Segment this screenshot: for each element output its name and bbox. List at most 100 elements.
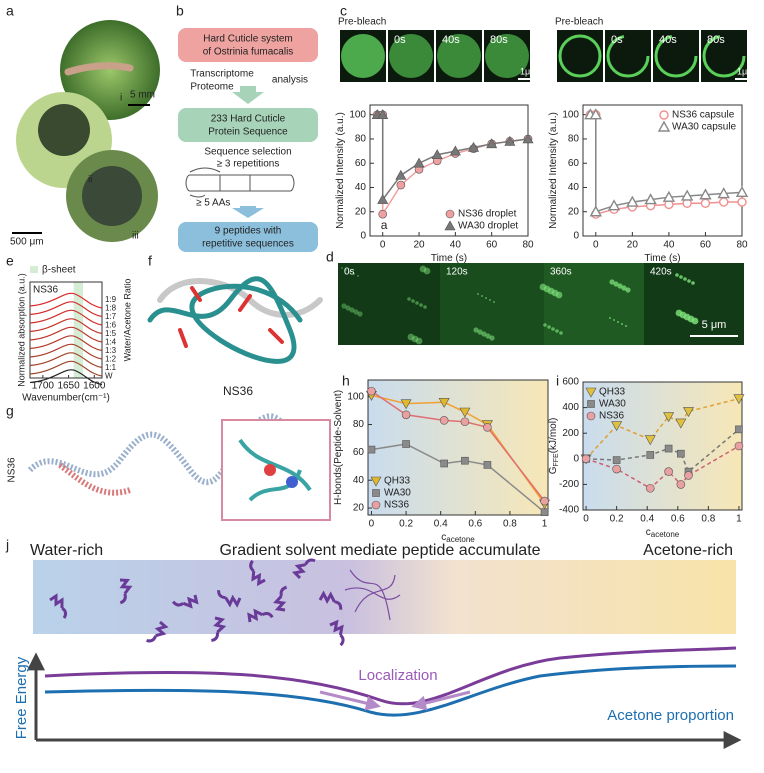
- y-axis-title: (kJ/mol): [548, 418, 559, 454]
- curve-label: 1:7: [105, 312, 117, 321]
- marker: [676, 480, 686, 489]
- marker: [440, 459, 448, 468]
- panel-letter: i: [556, 373, 559, 389]
- x-axis-title: c: [646, 527, 651, 538]
- panel-letter: a: [6, 3, 14, 19]
- x-tick-label: 0.2: [399, 519, 413, 530]
- droplet: [357, 311, 363, 317]
- y-tick-label: 0: [573, 231, 579, 242]
- droplet: [621, 285, 627, 291]
- spectrum: [29, 352, 103, 369]
- marker: [540, 508, 549, 517]
- note: Proteome: [190, 82, 234, 93]
- marker: [438, 397, 450, 408]
- y-tick-label: 60: [568, 158, 580, 169]
- marker: [486, 138, 498, 149]
- panel-a-images: [12, 20, 160, 242]
- y-tick-label: 600: [562, 377, 579, 388]
- legend-label: NS36: [384, 500, 409, 511]
- frame-label: 40s: [442, 34, 460, 46]
- marker: [717, 187, 730, 199]
- marker: [607, 199, 621, 211]
- plot-frame: [369, 104, 529, 237]
- x-tick-label: 0.8: [701, 514, 715, 525]
- panel-letter: c: [340, 3, 347, 19]
- y-tick-label: -200: [559, 479, 579, 490]
- peptide: [291, 558, 316, 580]
- schematic-j: [27, 560, 742, 749]
- marker: [611, 421, 623, 432]
- y-tick-label: 80: [568, 134, 580, 145]
- marker: [659, 110, 669, 120]
- legend-label: β-sheet: [42, 265, 76, 276]
- curve-label: 1:3: [105, 346, 117, 355]
- image: [653, 30, 699, 82]
- label: Acetone-rich: [643, 542, 733, 559]
- droplet: [477, 329, 483, 335]
- droplet: [621, 323, 623, 325]
- marker: [459, 407, 471, 418]
- legend-swatch: [30, 266, 38, 273]
- label: NS36: [7, 457, 18, 482]
- marker: [663, 412, 675, 423]
- series-line: [377, 113, 529, 217]
- y-axis-title: G̃FFE(kJ/mol): [546, 418, 560, 475]
- microscopy-frames: [338, 263, 744, 345]
- marker: [699, 188, 712, 200]
- x-tick-label: 0.4: [640, 514, 654, 525]
- x-tick-label: 80: [736, 240, 748, 251]
- x-tick-label: 40: [663, 240, 675, 251]
- marker: [444, 220, 456, 231]
- spectrum: [29, 369, 103, 386]
- y-tick-label: 20: [355, 206, 367, 217]
- droplet: [407, 333, 415, 341]
- panel-letter: g: [6, 403, 14, 419]
- marker: [644, 435, 656, 446]
- x-tick-label: 0.6: [671, 514, 685, 525]
- marker: [483, 423, 492, 432]
- droplet: [411, 299, 415, 303]
- droplet: [683, 277, 687, 281]
- marker: [682, 407, 694, 418]
- curve-label: W: [105, 372, 113, 381]
- image: [702, 34, 746, 78]
- scale-label: 1μm: [737, 66, 755, 76]
- marker: [612, 456, 621, 464]
- x-tick-label: 1: [542, 519, 548, 530]
- image-title: Pre-bleach: [338, 17, 386, 28]
- panel-letter: j: [5, 537, 9, 553]
- spectrum: [29, 343, 103, 360]
- spectrum: [29, 335, 103, 352]
- frame-label: 120s: [446, 267, 468, 278]
- curve-label: 1:4: [105, 338, 117, 347]
- curve-label: 1:1: [105, 363, 117, 372]
- marker: [735, 425, 743, 434]
- marker: [483, 461, 492, 469]
- droplet: [411, 335, 419, 343]
- marker: [680, 189, 694, 201]
- legend-label: NS36 capsule: [672, 110, 735, 121]
- x-tick-label: 0: [380, 240, 386, 251]
- droplet: [489, 299, 491, 301]
- marker: [401, 410, 411, 420]
- note: ≥ 5 AAs: [196, 198, 230, 209]
- x-tick-label: 20: [627, 240, 639, 251]
- droplet: [555, 329, 559, 333]
- image: [701, 30, 747, 82]
- marker: [413, 157, 425, 168]
- peptide: [247, 608, 274, 623]
- y-tick-label: 60: [353, 447, 365, 458]
- scale-label: 5 μm: [702, 319, 727, 331]
- frame-label: 360s: [550, 267, 572, 278]
- marker: [684, 471, 693, 480]
- marker: [372, 489, 380, 497]
- marker: [733, 394, 745, 405]
- y-tick-label: 60: [355, 158, 367, 169]
- droplet: [493, 301, 495, 303]
- label: NS36: [223, 384, 253, 398]
- image: [558, 34, 602, 78]
- panel-letter: b: [176, 3, 184, 19]
- image: [557, 30, 603, 82]
- marker: [737, 197, 747, 207]
- droplet: [415, 301, 419, 305]
